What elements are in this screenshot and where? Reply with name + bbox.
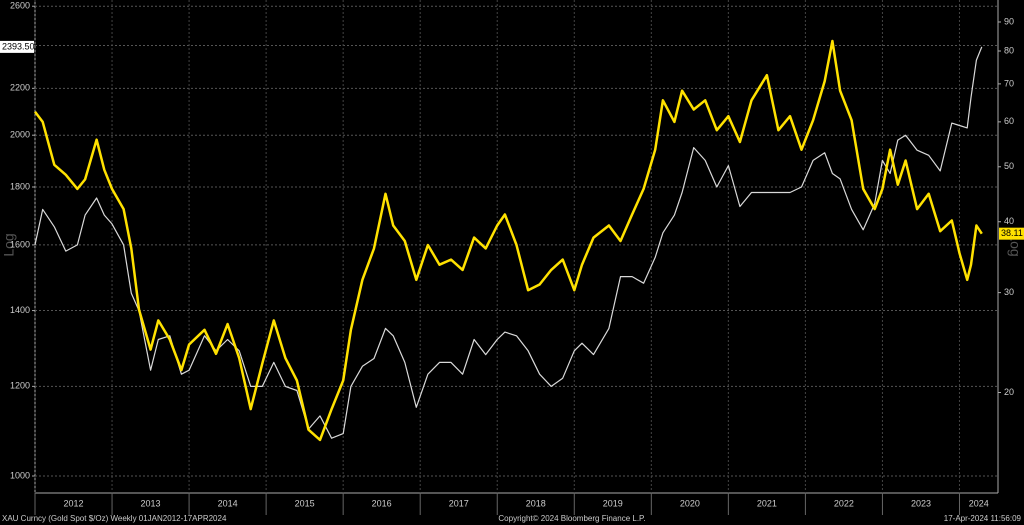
y2-tick-label: 70 (1004, 78, 1014, 88)
y-tick-label: 2600 (10, 1, 30, 11)
y2-tick-label: 20 (1004, 387, 1014, 397)
y2-tick-label: 90 (1004, 16, 1014, 26)
y-tick-label: 1400 (10, 305, 30, 315)
y2-tick-label: 80 (1004, 45, 1014, 55)
last-value-label: 38.11 (1001, 228, 1023, 238)
y-tick-label: 1200 (10, 381, 30, 391)
x-tick-label: 2015 (295, 498, 315, 508)
last-value-tag (0, 40, 34, 53)
x-tick-label: 2017 (449, 498, 469, 508)
last-value-label: 2393.50 (2, 41, 35, 51)
y-tick-label: 2200 (10, 83, 30, 93)
x-tick-label: 2019 (603, 498, 623, 508)
x-tick-label: 2021 (757, 498, 777, 508)
y-tick-label: 2000 (10, 130, 30, 140)
footer-left: XAU Curncy (Gold Spot $/Oz) Weekly 01JAN… (2, 514, 227, 523)
x-tick-label: 2020 (680, 498, 700, 508)
series-line (34, 46, 983, 439)
x-tick-label: 2013 (141, 498, 161, 508)
series-line (34, 39, 983, 442)
x-tick-label: 2023 (911, 498, 931, 508)
y2-tick-label: 50 (1004, 161, 1014, 171)
x-tick-label: 2016 (372, 498, 392, 508)
y2-tick-label: 60 (1004, 116, 1014, 126)
footer-center: Copyright© 2024 Bloomberg Finance L.P. (498, 514, 645, 523)
x-tick-label: 2014 (218, 498, 238, 508)
x-tick-label: 2018 (526, 498, 546, 508)
y-tick-label: 1000 (10, 470, 30, 480)
y-tick-label: 1800 (10, 181, 30, 191)
y-tick-label: 1600 (10, 239, 30, 249)
x-tick-label: 2024 (969, 498, 989, 508)
x-tick-label: 2022 (834, 498, 854, 508)
x-tick-label: 2012 (64, 498, 84, 508)
y2-tick-label: 30 (1004, 287, 1014, 297)
last-value-tag (999, 227, 1024, 240)
y2-tick-label: 40 (1004, 216, 1014, 226)
footer-right: 17-Apr-2024 11:56:09 (944, 514, 1022, 523)
y-axis-label: Log (1, 233, 17, 256)
